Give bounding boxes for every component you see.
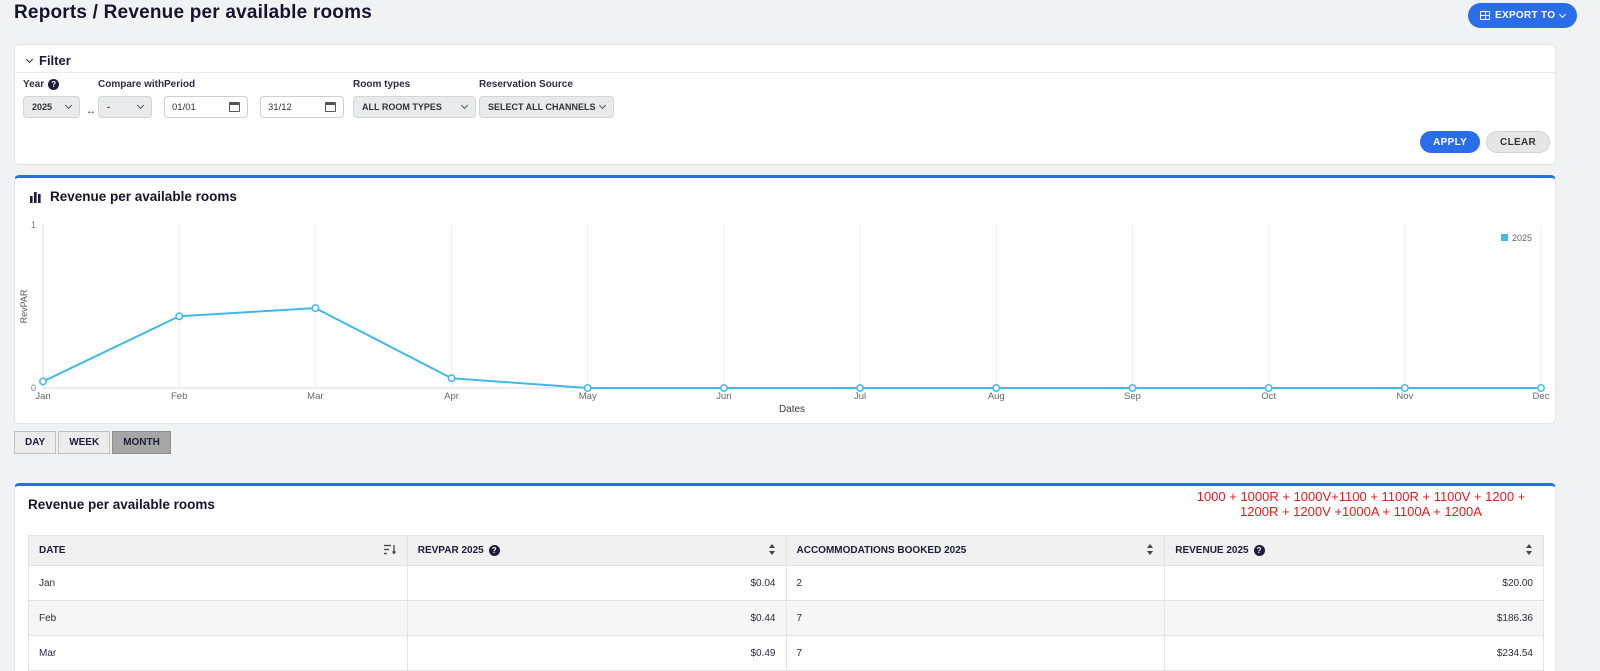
svg-text:Jun: Jun <box>716 391 731 402</box>
help-icon[interactable]: ? <box>488 545 500 556</box>
chart-panel: Revenue per available rooms 0 1 Jan Feb Mar A… <box>14 175 1556 424</box>
compare-with-select[interactable]: - <box>98 96 152 118</box>
svg-text:Mar: Mar <box>307 391 323 402</box>
sort-amount-icon[interactable] <box>383 544 397 558</box>
table-panel: Revenue per available rooms 1000 + 1000R… <box>14 483 1556 671</box>
cell-accommodations-booked: 2 <box>785 565 1166 601</box>
year-select[interactable]: 2025 <box>23 96 80 118</box>
cell-revenue: $186.36 <box>1164 600 1544 636</box>
column-label: REVENUE 2025 <box>1175 545 1249 556</box>
svg-text:1: 1 <box>31 220 36 230</box>
cell-accommodations-booked: 7 <box>785 635 1166 671</box>
revenue-table: DATE REVPAR 2025? ACCOMMODATIONS BOOKED 20… <box>28 535 1544 671</box>
svg-text:Dates: Dates <box>779 404 805 415</box>
export-button[interactable]: EXPORT TO <box>1468 3 1578 28</box>
svg-text:Nov: Nov <box>1396 391 1413 402</box>
help-icon[interactable]: ? <box>1253 545 1265 556</box>
toggle-day-button[interactable]: DAY <box>14 431 57 454</box>
apply-button[interactable]: APPLY <box>1420 131 1481 153</box>
cell-revpar: $0.44 <box>406 600 787 636</box>
compare-arrows-icon: ↔ <box>86 106 96 117</box>
chevron-down-icon <box>64 101 73 110</box>
svg-text:Jul: Jul <box>854 391 866 402</box>
column-label: ACCOMMODATIONS BOOKED 2025 <box>796 545 967 556</box>
reservation-source-select[interactable]: SELECT ALL CHANNELS <box>479 96 614 118</box>
column-header-revpar-2025[interactable]: REVPAR 2025? <box>406 535 787 566</box>
year-label: Year ? <box>23 79 80 90</box>
filter-title: Filter <box>39 53 71 68</box>
svg-text:Jan: Jan <box>35 391 50 402</box>
table-row: Jan $0.04 2 $20.00 <box>28 565 1544 601</box>
calendar-icon[interactable] <box>325 102 336 112</box>
compare-with-label: Compare with <box>98 79 165 90</box>
period-label: Period <box>164 79 196 90</box>
svg-text:0: 0 <box>31 383 36 393</box>
revpar-line-chart: 0 1 Jan Feb Mar Apr May Jun Jul Aug Sep Oct Nov Dec Da… <box>19 220 1550 415</box>
cell-revpar: $0.49 <box>406 635 787 671</box>
svg-text:May: May <box>579 391 597 402</box>
cell-date: Jan <box>28 565 408 601</box>
svg-text:Apr: Apr <box>444 391 459 402</box>
column-header-revenue-2025[interactable]: REVENUE 2025? <box>1164 535 1544 566</box>
table-row: Feb $0.44 7 $186.36 <box>28 600 1544 636</box>
column-label: REVPAR 2025 <box>417 545 484 556</box>
bar-chart-icon <box>30 191 41 203</box>
svg-text:RevPAR: RevPAR <box>19 289 29 323</box>
cell-revpar: $0.04 <box>406 565 787 601</box>
help-icon[interactable]: ? <box>48 79 60 90</box>
reservation-source-value: SELECT ALL CHANNELS <box>488 102 596 112</box>
cell-accommodations-booked: 7 <box>785 600 1166 636</box>
cell-revenue: $20.00 <box>1164 565 1544 601</box>
room-types-label: Room types <box>353 79 411 90</box>
sort-icon[interactable] <box>1146 543 1154 558</box>
filter-panel: Filter Year ? 2025 ↔ Compare with - Peri… <box>14 44 1556 165</box>
clear-button[interactable]: CLEAR <box>1486 131 1550 153</box>
chevron-down-icon <box>136 101 145 110</box>
cell-date: Mar <box>28 635 408 671</box>
table-title: Revenue per available rooms <box>28 497 215 512</box>
column-header-accommodations-booked-2025[interactable]: ACCOMMODATIONS BOOKED 2025 <box>785 535 1166 566</box>
sort-icon[interactable] <box>768 543 776 558</box>
column-header-date[interactable]: DATE <box>28 535 408 566</box>
revpar-chart: 0 1 Jan Feb Mar Apr May Jun Jul Aug Sep Oct Nov Dec Da… <box>15 219 1557 424</box>
svg-text:Aug: Aug <box>988 391 1005 402</box>
svg-text:Sep: Sep <box>1124 391 1141 402</box>
room-types-select[interactable]: ALL ROOM TYPES <box>353 96 476 118</box>
chevron-down-icon <box>460 101 469 110</box>
filter-collapse-toggle[interactable]: Filter <box>15 45 1555 73</box>
table-row: Mar $0.49 7 $234.54 <box>28 635 1544 671</box>
granularity-toggle: DAY WEEK MONTH <box>14 431 171 454</box>
toggle-month-button[interactable]: MONTH <box>112 431 171 454</box>
svg-text:Feb: Feb <box>171 391 187 402</box>
cell-revenue: $234.54 <box>1164 635 1544 671</box>
annotation-text: 1000 + 1000R + 1000V+1100 + 1100R + 1100… <box>1196 489 1526 519</box>
svg-text:Oct: Oct <box>1261 391 1276 402</box>
chart-title: Revenue per available rooms <box>50 189 237 204</box>
cell-date: Feb <box>28 600 408 636</box>
svg-text:Dec: Dec <box>1533 391 1550 402</box>
period-from-value: 01/01 <box>172 101 196 113</box>
export-button-label: EXPORT TO <box>1495 10 1556 21</box>
svg-text:2025: 2025 <box>1512 233 1532 243</box>
chart-legend[interactable]: 2025 <box>1501 233 1532 243</box>
grid-icon <box>1480 11 1490 20</box>
period-from-input[interactable]: 01/01 <box>164 96 248 118</box>
chevron-down-icon <box>25 55 34 64</box>
column-label: DATE <box>39 545 66 556</box>
reservation-source-label: Reservation Source <box>479 79 573 90</box>
calendar-icon[interactable] <box>229 102 240 112</box>
period-to-input[interactable]: 31/12 <box>260 96 344 118</box>
year-select-value: 2025 <box>32 102 53 112</box>
room-types-value: ALL ROOM TYPES <box>362 102 442 112</box>
period-to-value: 31/12 <box>268 101 292 113</box>
chevron-down-icon <box>1559 10 1567 18</box>
page-title: Reports / Revenue per available rooms <box>14 2 372 23</box>
compare-with-value: - <box>107 102 110 112</box>
chevron-down-icon <box>598 101 607 110</box>
sort-icon[interactable] <box>1525 543 1533 558</box>
toggle-week-button[interactable]: WEEK <box>58 431 111 454</box>
